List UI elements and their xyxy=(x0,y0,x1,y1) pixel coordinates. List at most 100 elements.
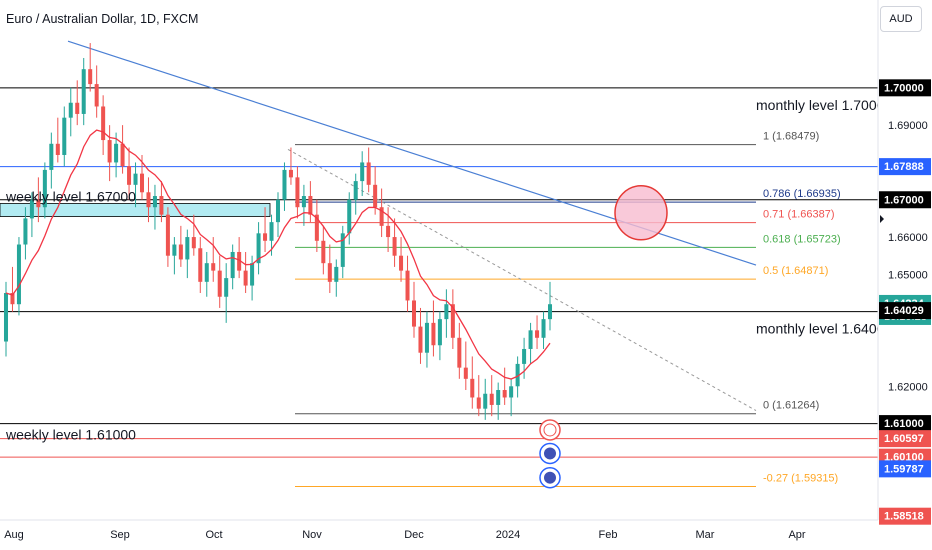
candle-body xyxy=(314,214,319,241)
candle-body xyxy=(152,196,157,208)
price-tag-text: 1.60597 xyxy=(884,433,924,445)
candle-body xyxy=(29,199,34,219)
level-label: monthly level 1.64000 xyxy=(756,321,892,337)
y-tick-label: 1.66000 xyxy=(888,232,928,244)
y-tick-label: 1.62000 xyxy=(888,381,928,393)
candle-body xyxy=(114,143,119,163)
candle-body xyxy=(483,393,488,409)
candle-body xyxy=(16,244,21,305)
candle-body xyxy=(3,293,9,342)
fib-label: 0.71 (1.66387) xyxy=(763,209,835,221)
candle-body xyxy=(418,326,423,353)
x-tick-label: Aug xyxy=(4,529,24,541)
candle-body xyxy=(308,196,313,215)
candle-body xyxy=(321,240,326,264)
candle-body xyxy=(237,251,242,271)
candle-body xyxy=(243,270,248,286)
candle-body xyxy=(23,218,28,245)
x-tick-label: Feb xyxy=(599,529,618,541)
candle-body xyxy=(353,181,358,200)
candle-body xyxy=(424,322,429,353)
candle-body xyxy=(476,397,481,409)
axis-pointer-icon xyxy=(880,215,884,223)
candle-body xyxy=(139,173,145,193)
candle-body xyxy=(120,143,125,167)
candle-body xyxy=(165,214,170,256)
candle-body xyxy=(411,300,417,327)
candle-body xyxy=(94,84,99,107)
y-tick-label: 1.69000 xyxy=(888,120,928,132)
candle-body xyxy=(295,177,300,208)
event-marker-icon xyxy=(543,423,557,437)
candle-body xyxy=(340,233,345,267)
candle-body xyxy=(68,102,73,118)
candle-body xyxy=(541,319,546,338)
candle-body xyxy=(224,278,229,297)
x-tick-label: Sep xyxy=(110,529,130,541)
candle-body xyxy=(256,233,261,264)
weekly-zone-label: weekly level 1.67000 xyxy=(5,188,136,204)
x-tick-label: 2024 xyxy=(496,529,520,541)
candle-body xyxy=(470,378,475,398)
candle-body xyxy=(217,270,222,297)
target-circle xyxy=(614,185,668,241)
price-tag xyxy=(879,430,931,448)
candle-body xyxy=(10,293,15,305)
candle-body xyxy=(509,386,514,398)
candle-body xyxy=(172,244,177,256)
candle-body xyxy=(334,266,339,282)
level-label: monthly level 1.70000 xyxy=(756,97,892,113)
fib-label: -0.27 (1.59315) xyxy=(763,472,838,484)
candle-body xyxy=(75,102,80,114)
candle-body xyxy=(379,207,384,226)
candle-body xyxy=(42,169,47,208)
candle-body xyxy=(301,196,306,208)
price-tag xyxy=(879,302,931,320)
price-tag-text: 1.67000 xyxy=(884,194,924,206)
price-tag xyxy=(879,79,931,97)
price-tag-text: 1.67888 xyxy=(884,161,924,173)
candle-body xyxy=(282,169,287,200)
candle-body xyxy=(463,367,468,379)
candle-body xyxy=(502,390,507,398)
fib-label: 0.786 (1.66935) xyxy=(763,188,841,200)
price-tag xyxy=(879,507,931,525)
candle-body xyxy=(392,237,397,256)
candle-body xyxy=(360,162,365,182)
candle-body xyxy=(101,106,106,141)
candle-body xyxy=(437,319,442,346)
candle-body xyxy=(399,255,404,271)
x-tick-label: Nov xyxy=(302,529,322,541)
candle-body xyxy=(489,393,494,405)
candle-body xyxy=(535,330,540,338)
price-tag-text: 1.58518 xyxy=(884,511,924,523)
price-tag xyxy=(879,191,931,209)
candle-body xyxy=(327,263,332,282)
trendline-dashed xyxy=(287,148,757,411)
price-tag xyxy=(879,415,931,433)
candle-body xyxy=(288,169,293,178)
candle-body xyxy=(366,162,371,185)
candle-body xyxy=(185,237,190,260)
candle-body xyxy=(515,363,520,387)
x-tick-label: Apr xyxy=(788,529,805,541)
candle-body xyxy=(62,117,67,155)
candle-body xyxy=(269,222,274,241)
candle-body xyxy=(49,143,54,170)
candle-body xyxy=(81,69,86,114)
candle-body xyxy=(457,337,462,368)
currency-button[interactable]: AUD xyxy=(880,6,922,32)
candle-body xyxy=(146,192,151,208)
candle-body xyxy=(198,248,203,282)
price-tag-text: 1.61000 xyxy=(884,418,924,430)
candle-body xyxy=(88,69,93,85)
weekly-zone xyxy=(0,203,271,217)
candle-body xyxy=(127,166,132,185)
candle-body xyxy=(230,251,235,279)
fib-label: 0 (1.61264) xyxy=(763,400,819,412)
ema-line xyxy=(5,129,551,380)
x-tick-label: Dec xyxy=(404,529,424,541)
candle-body xyxy=(431,322,436,346)
x-tick-label: Mar xyxy=(696,529,715,541)
